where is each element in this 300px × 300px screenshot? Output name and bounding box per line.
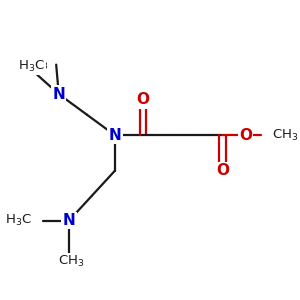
Text: CH$_3$: CH$_3$ xyxy=(22,57,49,72)
Text: N: N xyxy=(63,213,75,228)
Text: O: O xyxy=(136,92,150,107)
Text: H$_3$C: H$_3$C xyxy=(5,213,32,228)
Text: N: N xyxy=(109,128,122,143)
Text: N: N xyxy=(52,87,65,102)
Text: CH$_3$: CH$_3$ xyxy=(58,254,85,269)
Text: H$_3$C: H$_3$C xyxy=(18,58,45,74)
Text: O: O xyxy=(239,128,252,143)
Text: O: O xyxy=(216,163,229,178)
Text: CH$_3$: CH$_3$ xyxy=(272,128,298,143)
